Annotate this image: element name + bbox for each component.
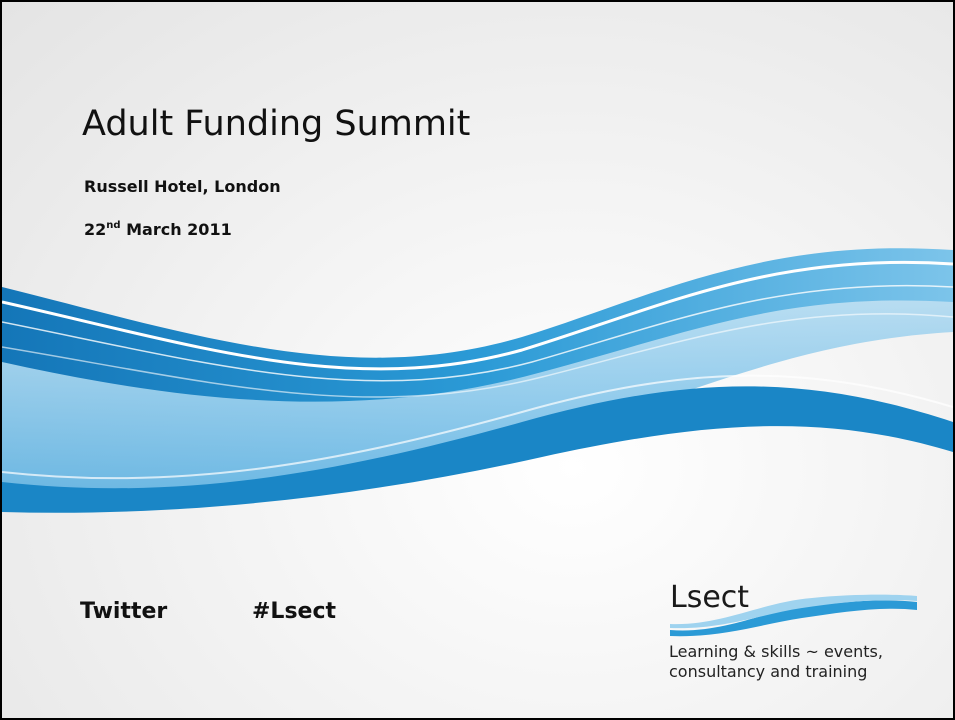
logo-name: Lsect — [670, 580, 750, 615]
wave-streaks — [2, 260, 953, 480]
streak — [2, 374, 953, 480]
streak — [2, 313, 953, 398]
date-suffix: nd — [106, 220, 121, 231]
streak — [2, 284, 953, 382]
date-day: 22 — [84, 220, 107, 239]
wave-main — [2, 248, 953, 402]
logo-tagline: consultancy and training — [669, 662, 868, 681]
venue: Russell Hotel, London — [84, 177, 281, 196]
logo-tagline: Learning & skills ~ events, — [669, 642, 883, 661]
twitter-label: Twitter — [80, 599, 168, 624]
hashtag: #Lsect — [252, 599, 337, 624]
logo-wave — [670, 594, 917, 637]
date-rest: March 2011 — [120, 220, 232, 239]
title: Adult Funding Summit — [82, 104, 471, 144]
streak — [2, 260, 953, 371]
wave-dark — [2, 386, 953, 513]
date: 22nd March 2011 — [84, 220, 232, 239]
